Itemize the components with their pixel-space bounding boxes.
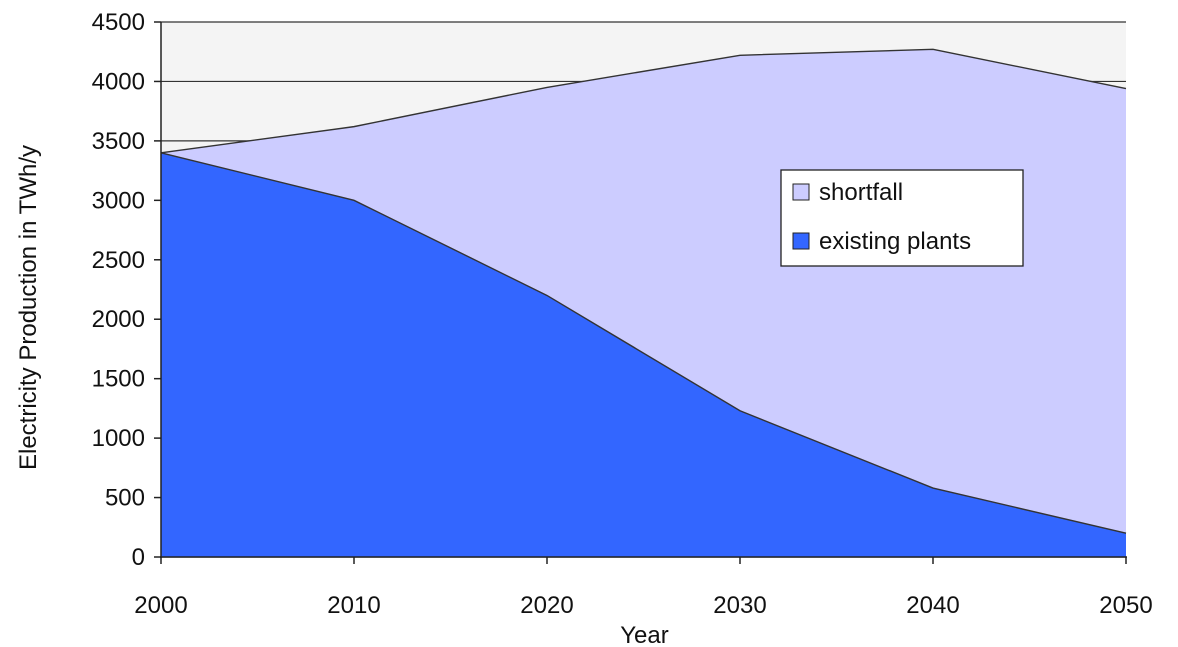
legend-label-existing-plants: existing plants	[819, 228, 971, 255]
legend-swatch-shortfall	[792, 183, 810, 201]
area-outline-shortfall	[160, 48, 1127, 154]
legend-label-shortfall: shortfall	[819, 179, 903, 206]
y-tick-label-3000: 3000	[92, 187, 145, 214]
x-tick-label-2000: 2000	[134, 592, 187, 619]
y-tick-label-500: 500	[105, 485, 145, 512]
y-tick-labels: 0 500 1000 1500 2000 2500 3000 3500 4000 4500	[92, 9, 145, 571]
x-tick-label-2030: 2030	[713, 592, 766, 619]
y-tick-label-4000: 4000	[92, 68, 145, 95]
y-tick-label-1500: 1500	[92, 366, 145, 393]
y-tick-label-2000: 2000	[92, 306, 145, 333]
y-axis-label: Electricity Production in TWh/y	[15, 145, 42, 470]
y-tick-label-2500: 2500	[92, 247, 145, 274]
legend-box	[780, 169, 1024, 267]
y-tick-label-4500: 4500	[92, 9, 145, 36]
legend-swatch-existing-plants	[792, 232, 810, 250]
axes	[154, 21, 1127, 564]
area-outline-existing-plants	[160, 152, 1127, 534]
area-existing-plants	[161, 152, 1126, 557]
legend: shortfall existing plants	[780, 169, 1024, 267]
y-tick-label-3500: 3500	[92, 128, 145, 155]
x-tick-label-2020: 2020	[520, 592, 573, 619]
y-tick-label-0: 0	[132, 544, 145, 571]
x-axis-label: Year	[620, 622, 669, 647]
x-tick-label-2050: 2050	[1099, 592, 1152, 619]
x-tick-label-2040: 2040	[906, 592, 959, 619]
x-tick-labels: 2000 2010 2020 2030 2040 2050	[134, 592, 1152, 619]
y-tick-label-1000: 1000	[92, 425, 145, 452]
x-tick-label-2010: 2010	[327, 592, 380, 619]
